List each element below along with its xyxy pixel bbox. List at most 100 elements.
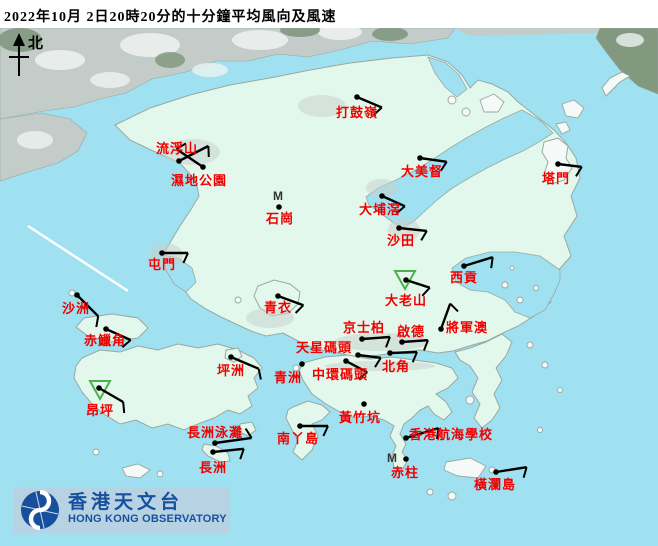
clear-water-bay-peninsula: [454, 333, 513, 429]
yantian-hills: [595, 27, 658, 95]
wind-barb-staff: [557, 162, 582, 169]
wind-barb-staff: [495, 466, 527, 474]
wind-barb-staff: [405, 278, 431, 289]
hko-logo-english: HONG KONG OBSERVATORY: [68, 513, 227, 526]
station-dot: [403, 277, 409, 283]
wind-barb-staff: [345, 359, 368, 374]
wind-barb-feather: [95, 316, 100, 328]
page-title: 2022年10月 2日20時20分的十分鐘平均風向及風速: [4, 10, 337, 25]
station-dot: [354, 94, 360, 100]
station-dot: [403, 456, 409, 462]
hko-logo-icon: [21, 490, 59, 530]
wind-barb-staff: [356, 95, 383, 109]
wind-barb-staff: [212, 447, 244, 454]
wind-barb-feather: [373, 106, 383, 116]
wind-barb-feather: [411, 351, 418, 363]
station-dot: [159, 250, 165, 256]
station-dot: [103, 326, 109, 332]
wind-barb-feather: [257, 368, 262, 380]
wind-barb-staff: [401, 339, 428, 344]
m-marker: M: [387, 451, 397, 465]
station-tai-mei-tuk: [417, 155, 448, 172]
wind-barb-staff: [357, 353, 381, 359]
station-star-ferry: [355, 352, 382, 368]
station-dot: [299, 361, 305, 367]
station-sha-chau: [74, 292, 100, 328]
station-dot: [275, 293, 281, 299]
station-waglan-island: [493, 466, 528, 478]
station-sai-kung: [461, 256, 494, 269]
station-shek-kong: M: [273, 189, 283, 210]
station-dot: [387, 350, 393, 356]
station-lamma-island: [297, 423, 329, 437]
lamma-island-shape: [285, 400, 331, 461]
shenzhen-bay-bridge: [27, 224, 129, 293]
station-tseung-kwan-o: [438, 302, 459, 332]
wind-barb-feather: [449, 302, 459, 313]
station-kings-park: [359, 335, 391, 348]
hong-kong-island: [298, 354, 459, 471]
station-dot: [276, 204, 282, 210]
station-dot: [399, 339, 405, 345]
wind-barb-staff: [419, 156, 447, 163]
north-arrow-icon: [9, 33, 29, 76]
station-dot: [493, 469, 499, 475]
station-wetland-park: [175, 142, 206, 170]
station-dot: [176, 158, 182, 164]
wind-barb-staff: [175, 148, 204, 168]
hko-logo-text: 香港天文台 HONG KONG OBSERVATORY: [68, 493, 227, 526]
station-cheung-chau-beach: [212, 428, 253, 446]
wind-barb-staff: [214, 436, 252, 445]
station-green-island: [299, 361, 305, 367]
triangle-marker-icon: [393, 270, 417, 292]
m-marker: M: [273, 189, 283, 203]
station-dot: [379, 193, 385, 199]
wind-barb-feather: [374, 357, 382, 368]
station-tsing-yi: [275, 293, 305, 314]
hko-logo-chinese: 香港天文台: [68, 492, 184, 514]
wind-barb-feather: [121, 339, 132, 348]
station-lau-fau-shan: [176, 144, 210, 164]
wind-barb-feather: [436, 427, 440, 440]
title-bar: 2022年10月 2日20時20分的十分鐘平均風向及風速: [0, 0, 658, 28]
station-dot: [555, 161, 561, 167]
station-tuen-mun: [159, 250, 189, 264]
hei-ling-chau-shape: [239, 421, 257, 437]
starling-inlet: [427, 56, 468, 98]
wind-barb-staff: [277, 294, 304, 307]
wind-barb-feather: [420, 230, 428, 241]
wind-barb-staff: [405, 426, 439, 440]
station-cheung-chau: [210, 447, 245, 460]
wind-barb-feather: [439, 161, 448, 172]
wind-barb-staff: [230, 355, 260, 370]
station-hk-sea-school: [403, 426, 440, 441]
station-stanley: M: [387, 451, 409, 465]
wind-barb-staff: [463, 256, 494, 268]
wind-barb-staff: [398, 226, 427, 233]
station-dot: [228, 354, 234, 360]
wind-barb-staff: [98, 386, 124, 404]
station-north-point: [387, 350, 418, 363]
cheung-chau-shape: [201, 443, 231, 463]
wind-barb-feather: [395, 205, 406, 215]
station-dot: [212, 440, 218, 446]
shenzhen-texture: [0, 23, 408, 88]
ping-chau-crescent: [601, 71, 632, 97]
station-dot: [417, 155, 423, 161]
wind-barb-feather: [239, 448, 245, 460]
wind-barb-staff: [105, 327, 132, 342]
wind-barb-staff: [361, 335, 390, 341]
station-kai-tak: [399, 339, 429, 351]
station-dot: [359, 336, 365, 342]
station-tap-mun: [555, 161, 583, 177]
wind-barb-feather: [522, 466, 528, 478]
lantau-island: [73, 343, 263, 431]
shenzhen-landmass: [0, 27, 456, 120]
station-dot: [200, 164, 206, 170]
station-dot: [210, 449, 216, 455]
station-dot: [96, 385, 102, 391]
wind-barb-feather: [385, 336, 391, 348]
